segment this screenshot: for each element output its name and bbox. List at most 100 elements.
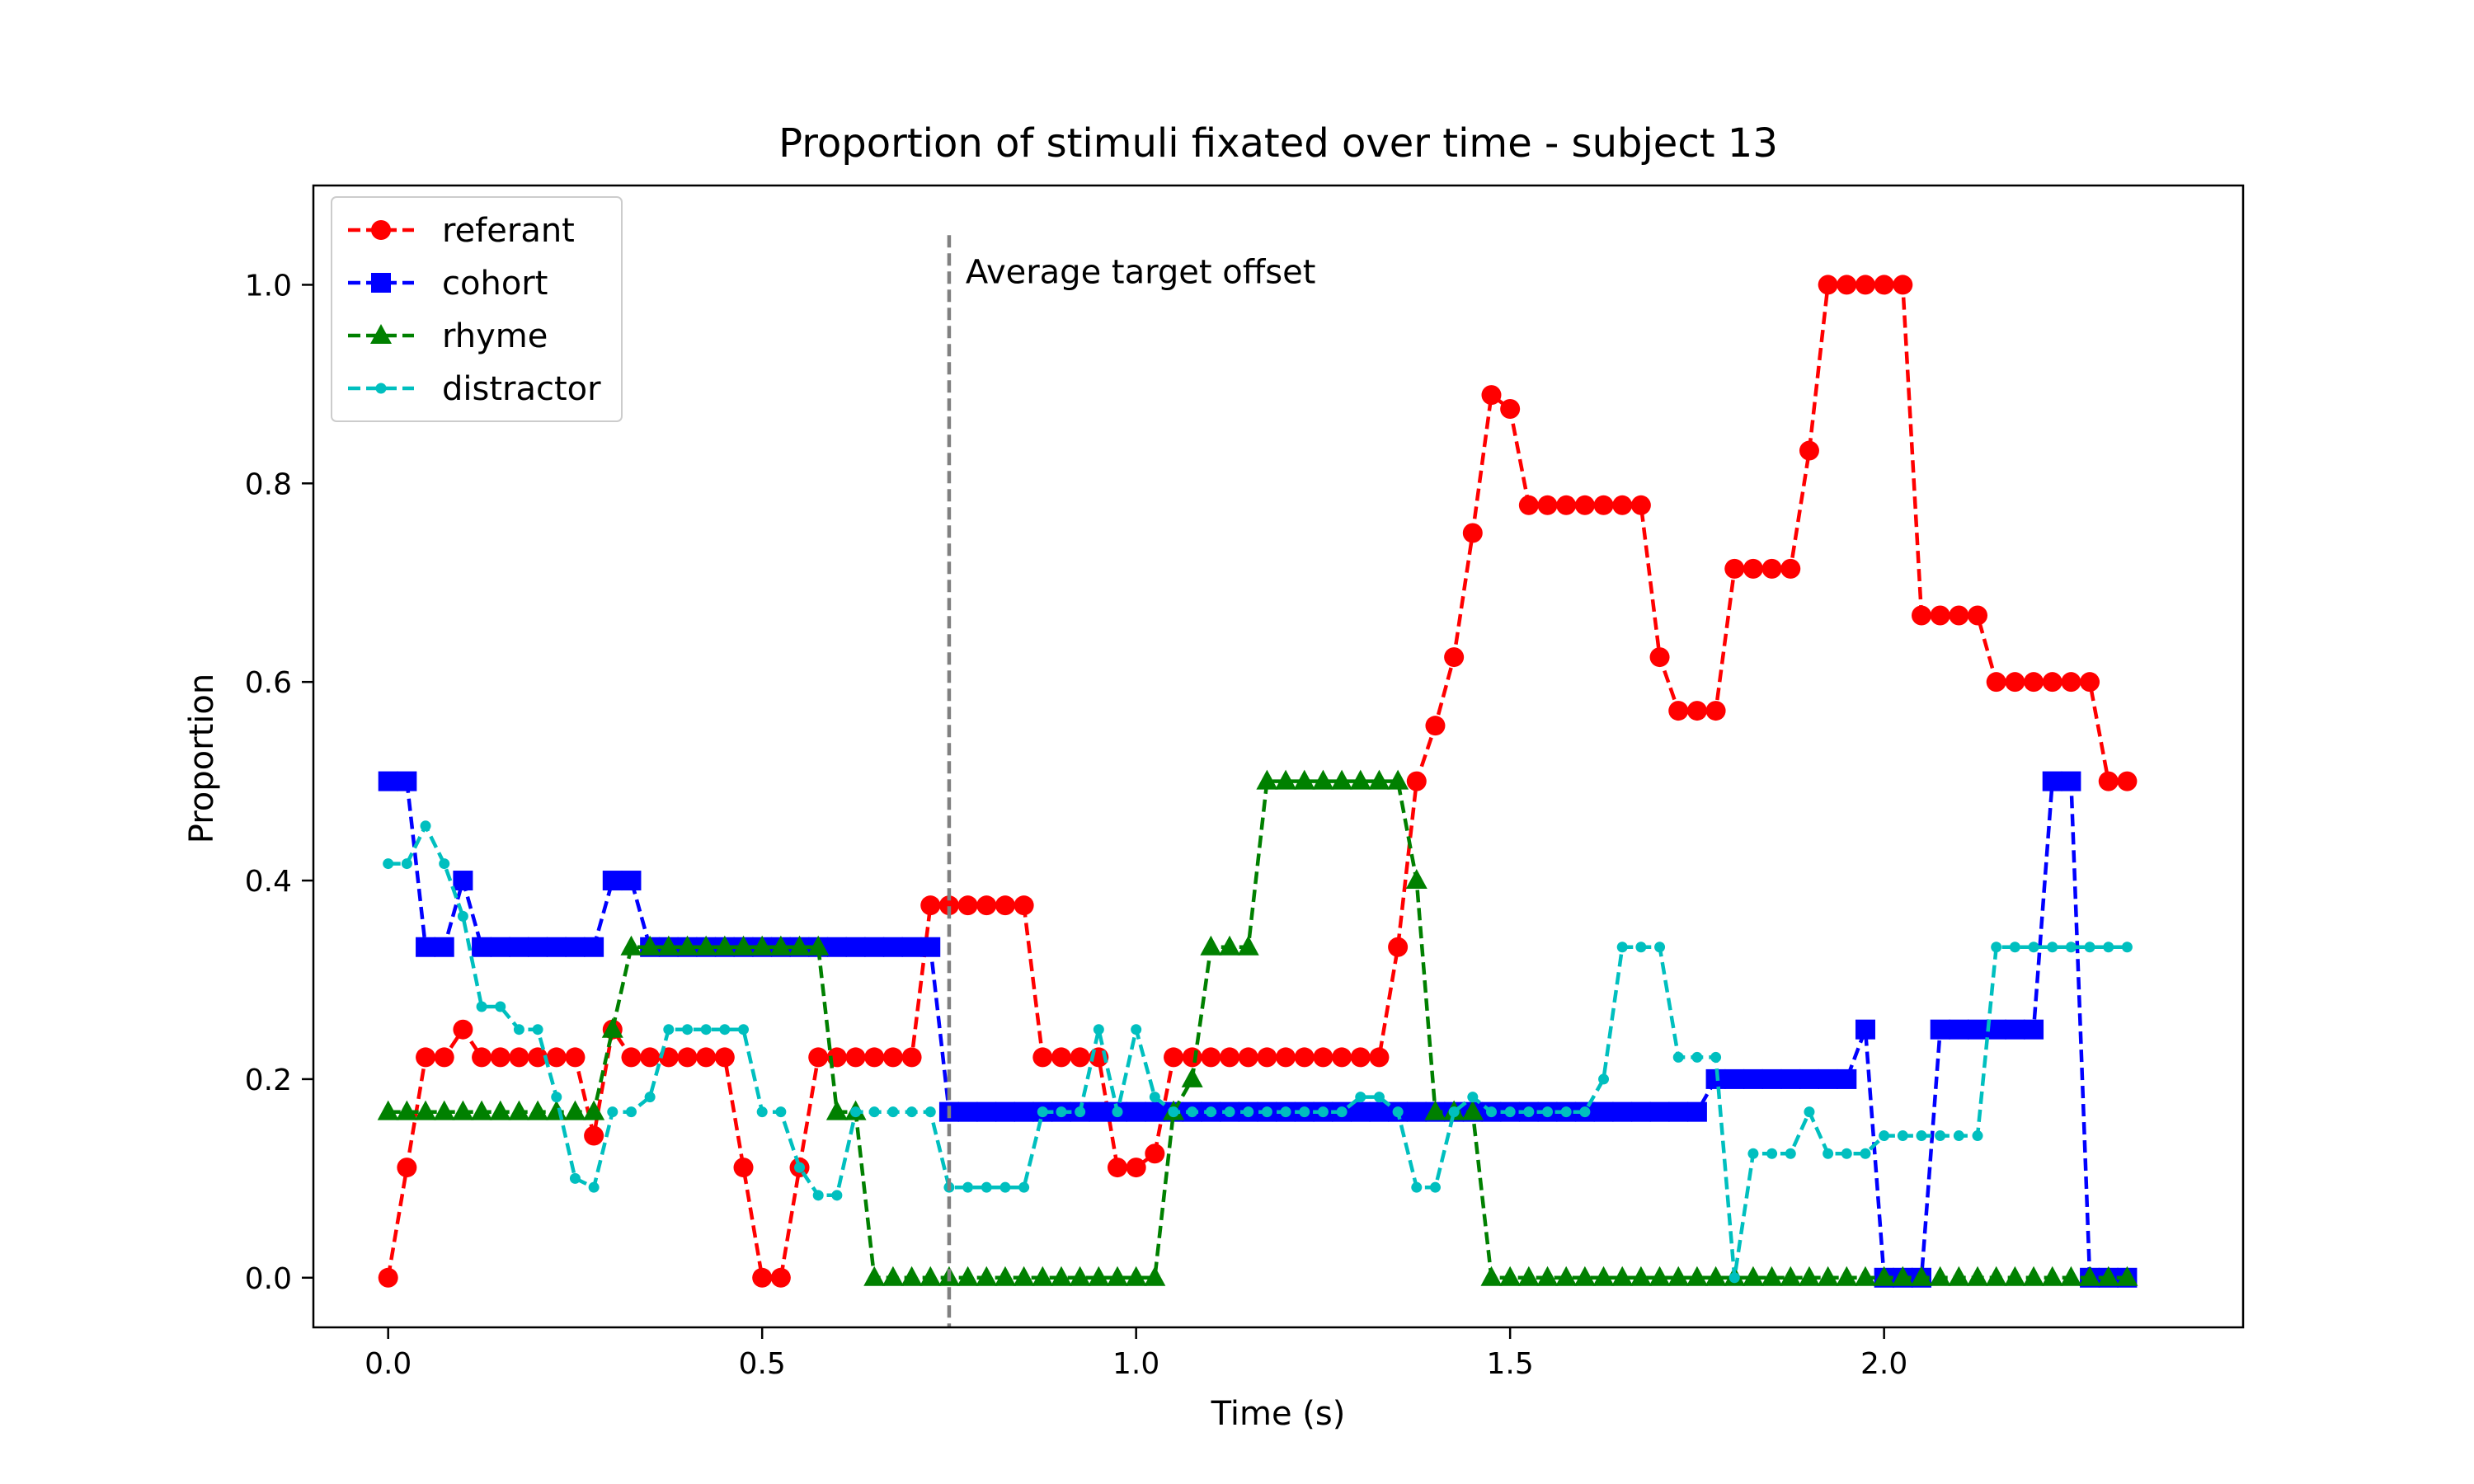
data-point-distractor [1916, 1130, 1927, 1142]
data-point-distractor [1355, 1092, 1366, 1103]
data-point-rhyme [1107, 1266, 1128, 1286]
data-point-cohort [565, 937, 586, 957]
data-point-distractor [1392, 1106, 1404, 1118]
data-point-rhyme [1985, 1266, 2007, 1286]
data-point-distractor [1598, 1073, 1610, 1085]
data-point-distractor [1243, 1106, 1254, 1118]
data-point-cohort [1406, 1101, 1427, 1122]
data-point-referant [1556, 495, 1577, 515]
data-point-referant [1537, 495, 1558, 515]
data-point-cohort [920, 937, 941, 957]
data-point-rhyme [1237, 935, 1259, 956]
data-point-cohort [378, 771, 398, 791]
data-point-cohort [546, 937, 567, 957]
data-point-referant [1051, 1047, 1071, 1068]
data-point-rhyme [1256, 769, 1278, 790]
data-point-rhyme [1331, 769, 1353, 790]
data-point-rhyme [920, 1266, 942, 1286]
legend-item-referant: referant [348, 212, 575, 250]
target-offset-annotation: Average target offset [966, 253, 1315, 291]
data-point-rhyme [1667, 1266, 1690, 1286]
data-point-referant [845, 1047, 866, 1068]
data-point-distractor [457, 910, 468, 922]
data-point-cohort [1369, 1101, 1390, 1122]
data-point-referant [1164, 1047, 1184, 1068]
data-point-distractor [906, 1106, 918, 1118]
legend-swatch-marker [371, 273, 391, 293]
data-point-cohort [1649, 1101, 1670, 1122]
data-point-distractor [1448, 1106, 1460, 1118]
x-tick-label: 1.0 [1112, 1347, 1159, 1381]
data-point-rhyme [452, 1100, 474, 1120]
data-point-referant [621, 1047, 642, 1068]
legend-item-cohort: cohort [348, 265, 548, 303]
data-point-rhyme [1536, 1266, 1559, 1286]
data-point-distractor [1112, 1106, 1123, 1118]
y-tick-label: 0.8 [245, 467, 292, 501]
data-point-distractor [1056, 1106, 1067, 1118]
series-referant [378, 275, 2138, 1288]
legend-swatch-marker [371, 220, 391, 240]
data-point-distractor [439, 858, 450, 870]
data-point-rhyme [583, 1100, 605, 1120]
data-point-distractor [1093, 1024, 1104, 1036]
data-point-referant [1201, 1047, 1221, 1068]
data-point-rhyme [2004, 1266, 2026, 1286]
data-point-distractor [1579, 1106, 1591, 1118]
series-line-distractor [388, 821, 2128, 1279]
data-point-referant [1032, 1047, 1053, 1068]
data-point-distractor [1672, 1051, 1684, 1063]
data-point-cohort [1686, 1101, 1707, 1122]
data-point-rhyme [433, 1100, 455, 1120]
y-axis-label: Proportion [183, 674, 221, 843]
data-point-referant [1686, 701, 1707, 721]
legend-box [331, 196, 623, 422]
data-point-rhyme [415, 1100, 437, 1120]
y-tick-label: 0.2 [245, 1064, 292, 1097]
y-tick-label: 0.6 [245, 666, 292, 700]
data-point-distractor [868, 1106, 880, 1118]
data-point-rhyme [1050, 1266, 1072, 1286]
data-point-referant [2098, 771, 2119, 791]
data-point-referant [1444, 647, 1465, 668]
data-point-referant [1818, 275, 1838, 295]
data-point-referant [416, 1047, 436, 1068]
data-point-referant [2080, 672, 2100, 693]
data-point-referant [1108, 1158, 1127, 1178]
data-point-cohort [995, 1101, 1015, 1122]
data-point-referant [677, 1047, 698, 1068]
data-point-referant [696, 1047, 717, 1068]
data-point-distractor [1635, 942, 1647, 953]
data-point-distractor [2065, 942, 2077, 953]
data-point-distractor [1560, 1106, 1572, 1118]
data-point-distractor [1654, 942, 1666, 953]
data-point-distractor [924, 1106, 936, 1118]
data-point-distractor [1542, 1106, 1554, 1118]
data-point-distractor [1018, 1181, 1030, 1193]
data-point-referant [1220, 1047, 1240, 1068]
data-point-referant [1145, 1144, 1165, 1164]
data-point-cohort [1724, 1068, 1745, 1089]
legend-swatch-marker [370, 324, 392, 344]
data-point-rhyme [1611, 1266, 1634, 1286]
data-point-referant [995, 895, 1015, 916]
x-axis-label: Time (s) [1211, 1395, 1346, 1433]
data-point-rhyme [1181, 1067, 1203, 1087]
data-point-cohort [416, 937, 436, 957]
data-point-rhyme [1780, 1266, 1802, 1286]
data-point-distractor [1823, 1148, 1834, 1159]
data-point-rhyme [863, 1266, 886, 1286]
data-point-cohort [1837, 1068, 1857, 1089]
data-point-referant [957, 895, 978, 916]
plot-area: Average target offset 0.0 0.5 1.0 1.5 2.0 0.0 0… [245, 184, 2245, 1381]
series-rhyme [377, 769, 2138, 1286]
data-point-rhyme [1892, 1266, 1914, 1286]
data-point-referant [864, 1047, 885, 1068]
data-point-cohort [584, 937, 604, 957]
data-point-referant [1388, 937, 1409, 957]
y-tick-label: 0.0 [245, 1262, 292, 1296]
data-point-referant [1462, 523, 1483, 543]
data-point-distractor [719, 1024, 731, 1036]
data-point-rhyme [2041, 1266, 2063, 1286]
